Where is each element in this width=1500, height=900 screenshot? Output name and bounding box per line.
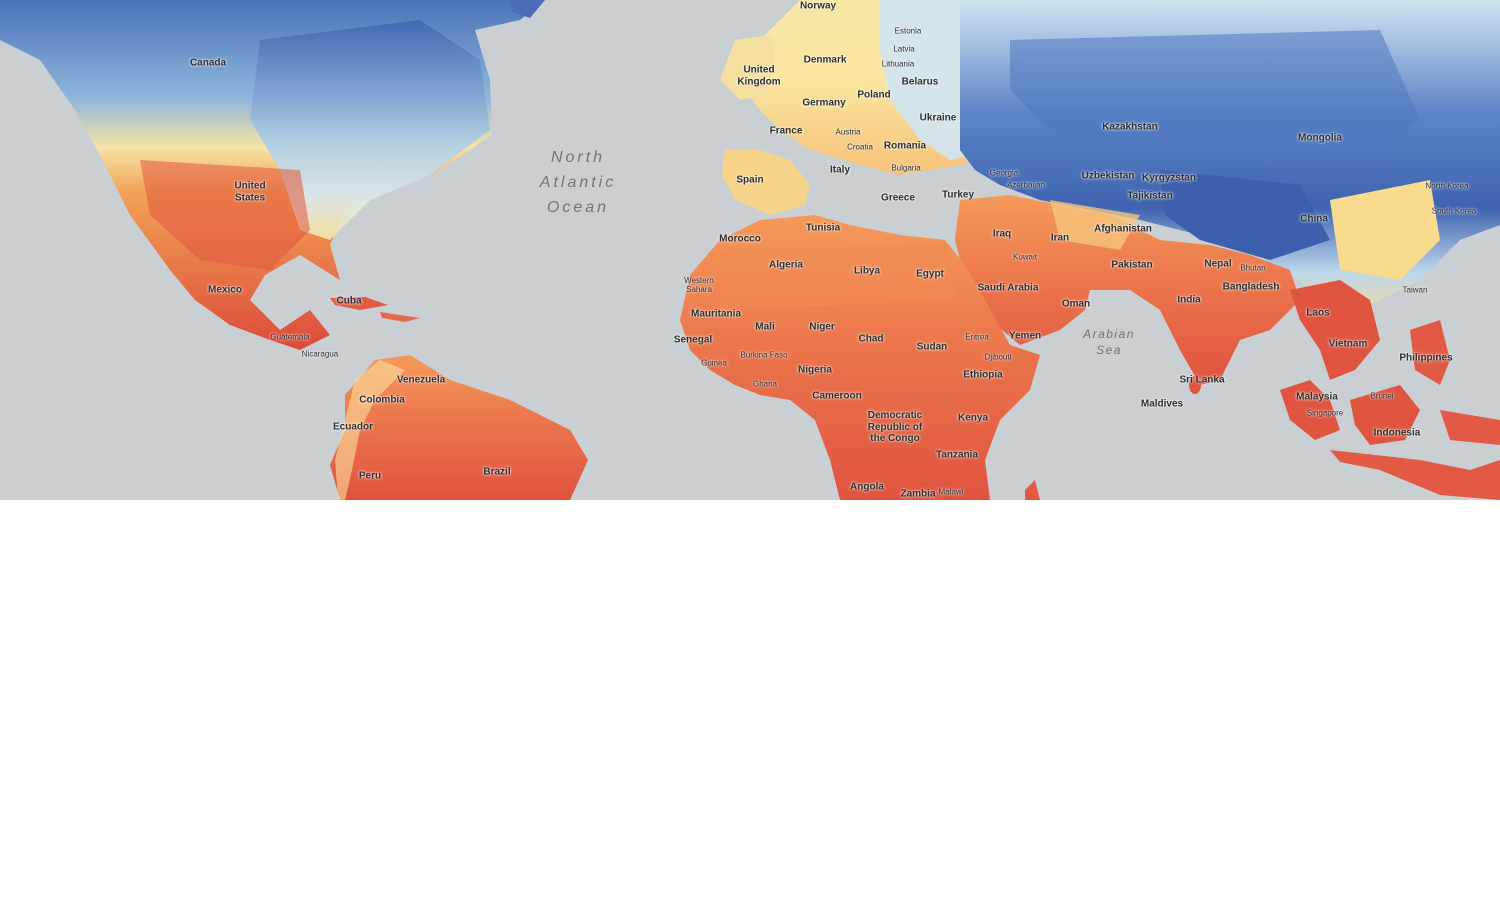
country-label-kyrgyzstan[interactable]: Kyrgyzstan	[1142, 172, 1196, 184]
country-label-mauritania[interactable]: Mauritania	[690, 308, 742, 320]
country-label-romania[interactable]: Romania	[883, 140, 927, 152]
country-label-united-states[interactable]: United States	[234, 180, 266, 204]
country-label-chad[interactable]: Chad	[858, 333, 884, 345]
country-label-nepal[interactable]: Nepal	[1204, 258, 1232, 270]
country-label-venezuela[interactable]: Venezuela	[396, 374, 446, 386]
country-label-senegal[interactable]: Senegal	[673, 334, 713, 346]
country-label-saudi-arabia[interactable]: Saudi Arabia	[977, 282, 1039, 294]
country-label-france[interactable]: France	[769, 125, 803, 137]
country-label-united-kingdom[interactable]: United Kingdom	[737, 64, 781, 88]
country-label-guatemala[interactable]: Guatemala	[270, 332, 310, 342]
country-label-sudan[interactable]: Sudan	[916, 341, 948, 353]
country-label-austria[interactable]: Austria	[835, 127, 861, 137]
country-label-guinea[interactable]: Guinea	[701, 358, 727, 368]
country-label-iran[interactable]: Iran	[1050, 232, 1070, 244]
country-label-kazakhstan[interactable]: Kazakhstan	[1102, 121, 1158, 133]
country-label-indonesia[interactable]: Indonesia	[1373, 427, 1421, 439]
country-label-sri-lanka[interactable]: Sri Lanka	[1179, 374, 1225, 386]
country-label-ukraine[interactable]: Ukraine	[919, 112, 957, 124]
country-label-malaysia[interactable]: Malaysia	[1296, 391, 1338, 403]
ocean-label-north-atlantic: North Atlantic Ocean	[539, 148, 617, 216]
country-label-oman[interactable]: Oman	[1061, 298, 1091, 310]
country-label-mexico[interactable]: Mexico	[208, 284, 242, 296]
country-label-south-korea[interactable]: South Korea	[1431, 206, 1477, 216]
country-label-croatia[interactable]: Croatia	[847, 142, 873, 152]
country-label-azerbaijan[interactable]: Azerbaijan	[1007, 180, 1045, 190]
country-label-yemen[interactable]: Yemen	[1008, 330, 1042, 342]
country-label-singapore[interactable]: Singapore	[1306, 408, 1344, 418]
country-label-belarus[interactable]: Belarus	[901, 76, 939, 88]
country-label-ecuador[interactable]: Ecuador	[332, 421, 374, 433]
country-label-norway[interactable]: Norway	[799, 0, 837, 12]
country-label-taiwan[interactable]: Taiwan	[1402, 285, 1428, 295]
country-label-brazil[interactable]: Brazil	[483, 466, 511, 478]
country-label-ghana[interactable]: Ghana	[752, 379, 778, 389]
country-label-zambia[interactable]: Zambia	[900, 488, 936, 500]
country-label-vietnam[interactable]: Vietnam	[1328, 338, 1368, 350]
country-label-bulgaria[interactable]: Bulgaria	[891, 163, 921, 173]
country-label-mongolia[interactable]: Mongolia	[1298, 132, 1342, 144]
country-label-maldives[interactable]: Maldives	[1140, 398, 1184, 410]
country-label-morocco[interactable]: Morocco	[719, 233, 761, 245]
country-label-western-sahara[interactable]: Western Sahara	[684, 275, 714, 294]
country-label-tajikistan[interactable]: Tajikistan	[1127, 190, 1173, 202]
country-label-cameroon[interactable]: Cameroon	[812, 390, 862, 402]
country-label-germany[interactable]: Germany	[802, 97, 846, 109]
country-label-ethiopia[interactable]: Ethiopia	[963, 369, 1003, 381]
country-label-bangladesh[interactable]: Bangladesh	[1222, 281, 1280, 293]
country-label-laos[interactable]: Laos	[1306, 307, 1330, 319]
country-label-poland[interactable]: Poland	[857, 89, 891, 101]
country-label-china[interactable]: China	[1300, 213, 1328, 225]
country-label-drc[interactable]: Democratic Republic of the Congo	[867, 409, 923, 444]
country-label-pakistan[interactable]: Pakistan	[1111, 259, 1153, 271]
country-label-lithuania[interactable]: Lithuania	[881, 59, 915, 69]
country-label-eritrea[interactable]: Eritrea	[965, 332, 989, 342]
country-label-libya[interactable]: Libya	[853, 265, 881, 277]
country-label-turkey[interactable]: Turkey	[941, 189, 975, 201]
country-label-tanzania[interactable]: Tanzania	[935, 449, 979, 461]
temperature-map[interactable]: North Atlantic Ocean Arabian Sea Norway …	[0, 0, 1500, 500]
country-label-brunei[interactable]: Brunei	[1370, 391, 1394, 401]
country-label-colombia[interactable]: Colombia	[359, 394, 405, 406]
country-label-india[interactable]: India	[1177, 294, 1201, 306]
country-label-denmark[interactable]: Denmark	[803, 54, 847, 66]
country-label-greece[interactable]: Greece	[881, 192, 915, 204]
country-label-peru[interactable]: Peru	[358, 470, 382, 482]
country-label-nicaragua[interactable]: Nicaragua	[301, 349, 339, 359]
country-label-latvia[interactable]: Latvia	[893, 44, 915, 54]
country-label-philippines[interactable]: Philippines	[1399, 352, 1453, 364]
country-label-cuba[interactable]: Cuba	[336, 295, 362, 307]
country-label-bhutan[interactable]: Bhutan	[1240, 263, 1266, 273]
country-label-burkina-faso[interactable]: Burkina Faso	[740, 350, 788, 360]
country-label-nigeria[interactable]: Nigeria	[798, 364, 832, 376]
country-label-uzbekistan[interactable]: Uzbekistan	[1081, 170, 1135, 182]
country-label-algeria[interactable]: Algeria	[769, 259, 803, 271]
ocean-label-arabian-sea: Arabian Sea	[1083, 326, 1135, 357]
country-label-niger[interactable]: Niger	[809, 321, 835, 333]
country-label-italy[interactable]: Italy	[829, 164, 851, 176]
country-label-egypt[interactable]: Egypt	[916, 268, 944, 280]
country-label-iraq[interactable]: Iraq	[992, 228, 1012, 240]
country-label-malawi[interactable]: Malawi	[938, 487, 964, 497]
map-land-layer	[0, 0, 1500, 500]
country-label-spain[interactable]: Spain	[736, 174, 764, 186]
country-label-north-korea[interactable]: North Korea	[1425, 181, 1469, 191]
country-label-djibouti[interactable]: Djibouti	[984, 352, 1012, 362]
country-label-kuwait[interactable]: Kuwait	[1012, 252, 1038, 262]
country-label-afghanistan[interactable]: Afghanistan	[1094, 223, 1152, 235]
country-label-estonia[interactable]: Estonia	[894, 26, 922, 36]
country-label-canada[interactable]: Canada	[189, 57, 227, 69]
country-label-georgia[interactable]: Georgia	[989, 168, 1019, 178]
country-label-mali[interactable]: Mali	[755, 321, 775, 333]
country-label-kenya[interactable]: Kenya	[957, 412, 989, 424]
country-label-tunisia[interactable]: Tunisia	[805, 222, 841, 234]
country-label-angola[interactable]: Angola	[850, 481, 884, 493]
